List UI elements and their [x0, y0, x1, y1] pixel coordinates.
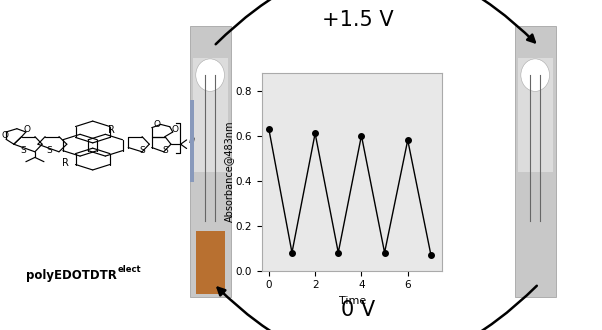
- Bar: [190, 100, 194, 182]
- Ellipse shape: [196, 59, 225, 91]
- Bar: [193, 58, 228, 172]
- Text: polyEDOTDTR: polyEDOTDTR: [26, 269, 116, 282]
- Text: O: O: [23, 125, 31, 134]
- Bar: [190, 26, 231, 297]
- Bar: [196, 231, 225, 294]
- FancyArrowPatch shape: [216, 0, 535, 44]
- Text: n: n: [189, 135, 195, 145]
- Text: O: O: [171, 125, 178, 134]
- Text: R: R: [108, 125, 115, 135]
- Text: S: S: [162, 146, 168, 155]
- Text: +1.5 V: +1.5 V: [323, 10, 394, 30]
- Text: O: O: [153, 119, 160, 129]
- Text: S: S: [139, 146, 145, 155]
- Text: elect: elect: [117, 265, 141, 274]
- FancyArrowPatch shape: [218, 286, 537, 330]
- Text: O: O: [1, 131, 8, 141]
- Text: R: R: [61, 158, 69, 168]
- Text: 0 V: 0 V: [341, 300, 375, 320]
- Bar: [518, 58, 553, 172]
- Text: S: S: [20, 146, 26, 155]
- Y-axis label: Absorbance@483nm: Absorbance@483nm: [225, 121, 234, 222]
- Text: S: S: [46, 146, 52, 155]
- Bar: [515, 26, 556, 297]
- Ellipse shape: [521, 59, 550, 91]
- X-axis label: Time: Time: [338, 296, 366, 306]
